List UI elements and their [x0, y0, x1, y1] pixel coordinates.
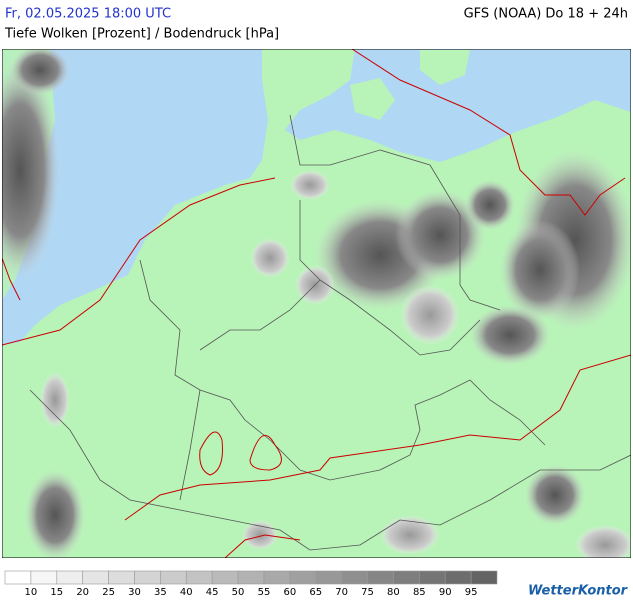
legend-label: 45	[206, 587, 219, 598]
legend-label: 75	[361, 587, 374, 598]
borders	[29, 114, 631, 551]
legend-swatch	[444, 570, 472, 585]
legend-label: 70	[335, 587, 348, 598]
legend-swatch	[56, 570, 83, 585]
legend-swatch	[470, 570, 498, 585]
subtitle: Tiefe Wolken [Prozent] / Bodendruck [hPa…	[4, 27, 279, 42]
legend-swatch	[289, 570, 317, 585]
legend-swatch	[237, 570, 265, 585]
logo: WetterKontor	[528, 584, 629, 599]
north-sea	[2, 49, 268, 345]
legend-label: 40	[180, 587, 193, 598]
legend-label: 95	[465, 587, 478, 598]
legend-label: 90	[439, 587, 452, 598]
legend-label: 20	[76, 587, 89, 598]
legend: 10 15 20 25 30 35 40 45 50 55 60 65 70 75 80 85 90 95	[4, 570, 498, 598]
legend-swatch	[341, 570, 368, 585]
legend-label: 30	[128, 587, 141, 598]
legend-swatch	[82, 570, 109, 585]
legend-label: 80	[387, 587, 400, 598]
legend-label: 65	[309, 587, 322, 598]
datetime: Fr, 02.05.2025 18:00 UTC	[5, 7, 171, 22]
legend-label: 15	[50, 587, 63, 598]
baltic-sea	[285, 49, 631, 162]
legend-swatch	[419, 570, 446, 585]
map	[2, 49, 631, 558]
legend-swatch	[393, 570, 420, 585]
legend-swatch	[263, 570, 291, 585]
sweden	[420, 50, 470, 85]
clouds	[2, 49, 631, 558]
legend-label: 50	[232, 587, 245, 598]
legend-label: 60	[283, 587, 296, 598]
denmark	[268, 49, 345, 120]
legend-swatch	[367, 570, 394, 585]
isobars	[2, 49, 631, 558]
legend-label: 85	[413, 587, 426, 598]
legend-swatch	[315, 570, 342, 585]
legend-label: 25	[102, 587, 115, 598]
island	[350, 78, 395, 120]
legend-swatch	[134, 570, 161, 585]
legend-swatch	[160, 570, 187, 585]
model-run: GFS (NOAA) Do 18 + 24h	[464, 7, 628, 22]
legend-swatch	[108, 570, 135, 585]
legend-label: 10	[25, 587, 38, 598]
legend-label: 55	[258, 587, 271, 598]
legend-swatch	[4, 570, 32, 585]
legend-swatch	[30, 570, 58, 585]
legend-label: 35	[154, 587, 167, 598]
legend-swatch	[185, 570, 213, 585]
legend-swatch	[211, 570, 239, 585]
